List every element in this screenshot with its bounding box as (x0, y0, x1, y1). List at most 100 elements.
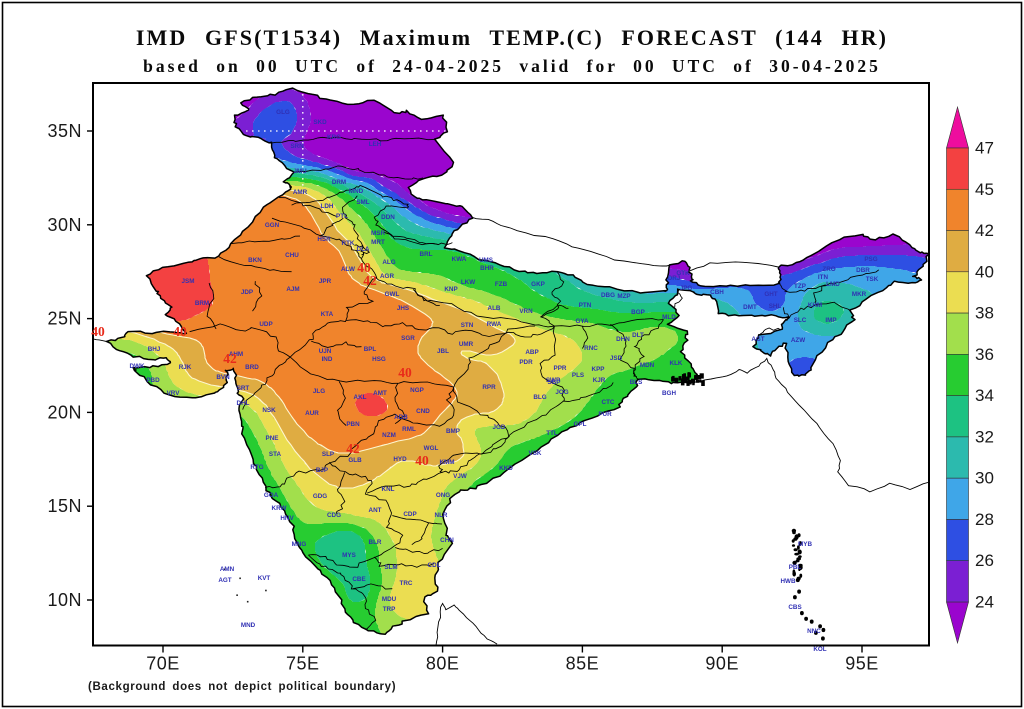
svg-text:MYB: MYB (798, 541, 812, 548)
svg-text:FZB: FZB (495, 281, 508, 288)
svg-text:AMN: AMN (220, 566, 235, 573)
svg-text:30: 30 (975, 469, 994, 488)
svg-text:ALB: ALB (488, 305, 501, 312)
svg-text:25N: 25N (47, 309, 82, 329)
svg-text:PNE: PNE (266, 435, 279, 442)
svg-text:KRG: KRG (327, 134, 341, 141)
svg-text:JMU: JMU (293, 168, 307, 175)
svg-text:70E: 70E (146, 654, 180, 674)
svg-text:ZRO: ZRO (822, 266, 835, 273)
svg-text:AUR: AUR (305, 410, 319, 417)
svg-text:26: 26 (975, 551, 994, 570)
svg-text:NSK: NSK (262, 407, 276, 414)
svg-text:AZW: AZW (791, 337, 805, 344)
svg-text:MRT: MRT (371, 239, 385, 246)
svg-text:JGD: JGD (493, 424, 506, 431)
svg-text:32: 32 (975, 427, 994, 446)
svg-text:AHM: AHM (229, 351, 243, 358)
svg-text:HNV: HNV (280, 515, 294, 522)
svg-text:KNL: KNL (382, 486, 395, 493)
svg-text:42: 42 (363, 273, 377, 288)
svg-text:KRW: KRW (272, 505, 287, 512)
svg-text:SRT: SRT (237, 385, 250, 392)
svg-text:ABP: ABP (525, 349, 538, 356)
svg-text:BHJ: BHJ (148, 346, 161, 353)
svg-text:GTK: GTK (676, 270, 690, 277)
svg-text:UDP: UDP (259, 321, 272, 328)
svg-text:CBE: CBE (352, 576, 365, 583)
svg-text:VSK: VSK (529, 450, 542, 457)
svg-text:40: 40 (357, 260, 371, 275)
svg-text:ANT: ANT (369, 507, 382, 514)
svg-text:PBD: PBD (146, 377, 160, 384)
svg-text:DRM: DRM (332, 179, 346, 186)
svg-text:DRJ: DRJ (668, 275, 681, 282)
svg-text:DLA: DLA (357, 246, 370, 253)
svg-text:LEH: LEH (369, 141, 382, 148)
svg-text:VJW: VJW (453, 473, 467, 480)
svg-text:24: 24 (975, 593, 994, 612)
svg-text:CBS: CBS (788, 604, 801, 611)
svg-text:BRL: BRL (420, 251, 433, 258)
svg-text:DLT: DLT (632, 332, 644, 339)
svg-text:BRM: BRM (195, 300, 209, 307)
svg-text:WGL: WGL (424, 445, 439, 452)
svg-text:STA: STA (269, 451, 282, 458)
svg-text:SWP: SWP (546, 377, 560, 384)
svg-text:TRP: TRP (383, 606, 396, 613)
svg-text:STN: STN (461, 322, 474, 329)
svg-text:RWA: RWA (487, 321, 502, 328)
svg-text:GDG: GDG (313, 493, 327, 500)
svg-text:15N: 15N (47, 496, 82, 516)
svg-text:AJM: AJM (286, 286, 299, 293)
svg-text:JSD: JSD (610, 355, 623, 362)
svg-text:PSG: PSG (864, 256, 877, 263)
svg-text:MSR: MSR (371, 230, 385, 237)
svg-text:SRN: SRN (290, 143, 304, 150)
svg-text:KWA: KWA (452, 256, 467, 263)
svg-text:40: 40 (173, 324, 187, 339)
svg-text:HYD: HYD (393, 456, 407, 463)
svg-text:IMP: IMP (825, 317, 836, 324)
svg-text:GKP: GKP (531, 281, 545, 288)
svg-text:TRC: TRC (400, 580, 413, 587)
svg-text:KHM: KHM (808, 302, 822, 309)
svg-text:TTL: TTL (546, 430, 558, 437)
svg-text:SGR: SGR (401, 335, 415, 342)
svg-text:BRD: BRD (245, 364, 259, 371)
svg-text:SKD: SKD (313, 119, 327, 126)
svg-text:CHU: CHU (285, 252, 299, 259)
svg-text:DBR: DBR (856, 267, 870, 274)
svg-text:KMM: KMM (439, 459, 454, 466)
svg-text:SML: SML (356, 199, 369, 206)
svg-text:MKR: MKR (852, 291, 867, 298)
svg-text:JSM: JSM (182, 278, 195, 285)
svg-text:BLR: BLR (369, 539, 382, 546)
svg-text:PPR: PPR (554, 365, 567, 372)
svg-text:AGT: AGT (218, 577, 231, 584)
svg-text:CDL: CDL (428, 562, 441, 569)
svg-text:PBL: PBL (789, 564, 802, 571)
svg-text:90E: 90E (705, 654, 739, 674)
svg-text:PDR: PDR (519, 359, 533, 366)
svg-text:RML: RML (402, 426, 416, 433)
svg-text:CBH: CBH (710, 289, 724, 296)
svg-text:AMR: AMR (293, 189, 308, 196)
svg-text:42: 42 (975, 221, 994, 240)
svg-text:75E: 75E (286, 654, 320, 674)
svg-text:ADB: ADB (394, 414, 408, 421)
svg-text:DDN: DDN (381, 214, 395, 221)
svg-text:TZP: TZP (794, 283, 806, 290)
svg-text:GHT: GHT (764, 291, 777, 298)
svg-text:KLK: KLK (670, 360, 683, 367)
svg-text:CDG: CDG (327, 512, 341, 519)
svg-text:PBN: PBN (346, 421, 360, 428)
svg-text:40: 40 (415, 453, 429, 468)
svg-text:PUR: PUR (598, 411, 612, 418)
svg-text:JBL: JBL (437, 348, 449, 355)
svg-text:BKN: BKN (248, 257, 262, 264)
svg-text:MLD: MLD (662, 314, 676, 321)
svg-text:NZM: NZM (382, 432, 396, 439)
svg-text:GWL: GWL (385, 291, 400, 298)
svg-text:AGR: AGR (380, 273, 394, 280)
